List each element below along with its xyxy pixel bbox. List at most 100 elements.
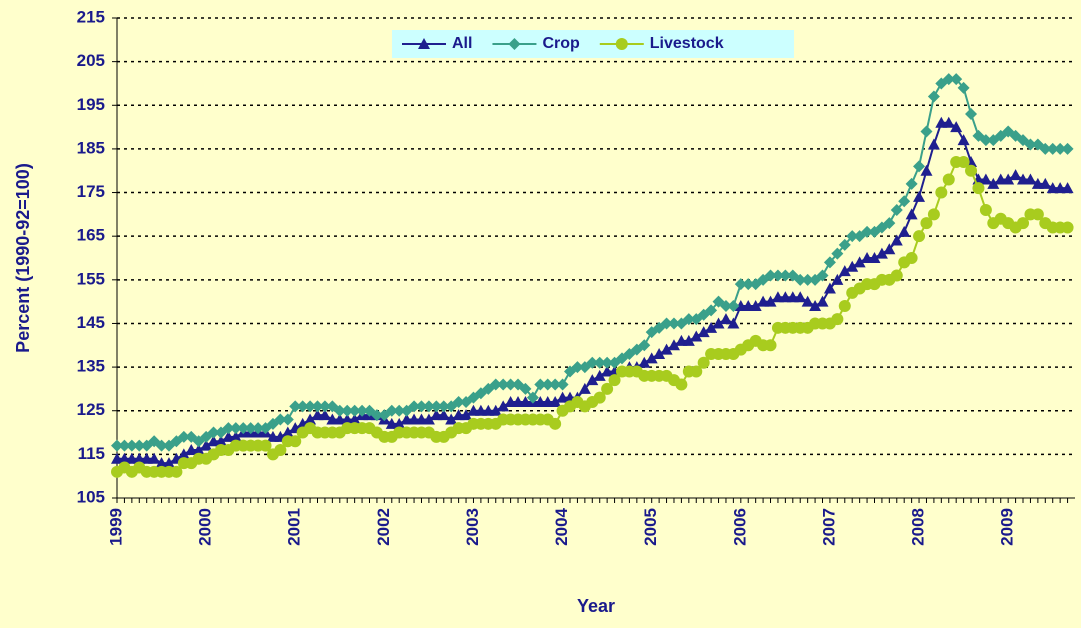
data-point — [497, 378, 510, 391]
data-point — [460, 409, 473, 421]
data-point — [905, 208, 918, 220]
data-point — [667, 339, 680, 351]
data-point — [935, 186, 948, 199]
data-point — [133, 439, 146, 452]
data-point — [341, 404, 354, 417]
data-point — [875, 247, 888, 259]
x-tick-label: 2007 — [819, 508, 838, 546]
y-tick-label: 195 — [77, 95, 105, 114]
data-point — [1039, 142, 1052, 155]
data-point — [304, 413, 317, 425]
data-point — [794, 291, 807, 303]
data-point — [200, 439, 213, 451]
data-point — [764, 269, 777, 282]
data-point — [422, 400, 435, 413]
data-point — [920, 164, 933, 176]
data-point — [861, 225, 874, 238]
data-point — [779, 269, 792, 282]
x-axis-label: Year — [577, 596, 615, 616]
data-point — [905, 177, 918, 190]
data-point — [281, 426, 294, 438]
data-point — [125, 439, 138, 452]
data-point — [831, 247, 844, 260]
data-point — [697, 326, 710, 338]
data-point — [690, 330, 703, 342]
data-point — [957, 156, 970, 168]
data-point — [913, 190, 926, 202]
data-point — [274, 413, 287, 426]
data-point — [586, 374, 599, 386]
data-point — [801, 273, 814, 286]
data-point — [979, 134, 992, 147]
data-point — [957, 81, 970, 94]
data-point — [712, 317, 725, 329]
data-point — [608, 374, 621, 387]
data-point — [660, 343, 673, 355]
data-point — [148, 452, 161, 464]
data-point — [898, 195, 911, 208]
y-tick-label: 165 — [77, 226, 105, 245]
data-point — [445, 413, 458, 425]
data-point — [920, 217, 933, 230]
data-point — [170, 465, 183, 478]
x-tick-label: 2001 — [285, 508, 304, 546]
data-point — [1024, 173, 1037, 185]
data-point — [667, 317, 680, 330]
data-point — [601, 382, 614, 395]
data-point — [370, 409, 383, 422]
data-point — [987, 177, 1000, 189]
y-tick-label: 155 — [77, 269, 105, 288]
y-tick-label: 105 — [77, 487, 105, 506]
data-point — [883, 243, 896, 255]
data-point — [742, 278, 755, 291]
data-point — [979, 173, 992, 185]
data-point — [214, 435, 227, 447]
data-point — [965, 164, 978, 177]
legend-marker — [615, 38, 628, 50]
data-point — [764, 295, 777, 307]
data-point — [356, 404, 369, 417]
data-point — [259, 439, 272, 452]
data-point — [489, 404, 502, 416]
data-point — [727, 317, 740, 329]
data-point — [111, 439, 123, 452]
data-point — [556, 378, 569, 391]
data-point — [927, 208, 940, 221]
data-point — [1017, 217, 1030, 230]
data-point — [690, 365, 703, 378]
y-tick-label: 205 — [77, 51, 105, 70]
data-point — [831, 313, 844, 326]
data-point — [705, 321, 718, 333]
data-point — [504, 378, 517, 391]
data-point — [838, 300, 851, 312]
data-point — [571, 361, 584, 374]
data-point — [823, 282, 836, 294]
data-point — [727, 300, 740, 312]
data-point — [311, 400, 324, 413]
x-tick-label: 2009 — [998, 508, 1017, 546]
data-point — [898, 225, 911, 237]
data-point — [913, 160, 926, 173]
data-point — [393, 404, 406, 417]
data-point — [705, 304, 718, 317]
data-point — [823, 256, 836, 269]
legend-label: Crop — [542, 35, 580, 52]
data-point — [638, 339, 651, 352]
data-point — [838, 238, 851, 251]
data-point — [734, 278, 747, 291]
data-point — [831, 273, 844, 285]
data-point — [289, 400, 302, 413]
data-point — [534, 378, 547, 391]
data-point — [645, 352, 658, 364]
data-point — [252, 422, 265, 435]
legend: All Crop Livestock — [392, 30, 794, 58]
data-point — [957, 134, 970, 146]
data-point — [118, 439, 131, 452]
data-point — [489, 378, 502, 391]
legend-marker — [508, 38, 521, 50]
x-tick-label: 1999 — [106, 508, 125, 546]
data-point — [318, 409, 331, 421]
data-point — [920, 125, 933, 138]
data-point — [155, 439, 168, 452]
data-point — [229, 430, 242, 442]
